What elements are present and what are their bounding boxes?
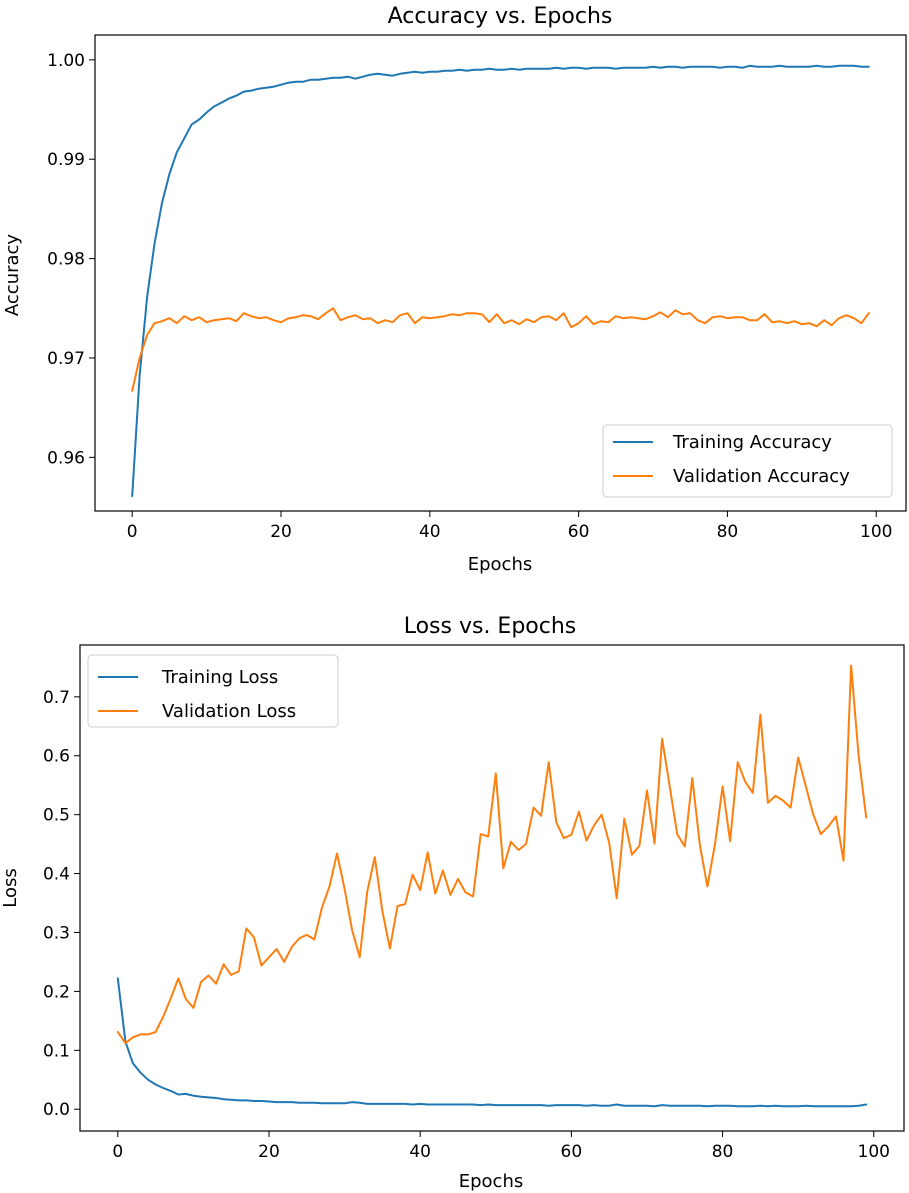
loss-x-tick-label: 60 <box>561 1142 583 1162</box>
loss-x-tick-label: 80 <box>712 1142 734 1162</box>
accuracy-x-tick-label: 80 <box>717 522 739 542</box>
loss-y-tick-label: 0.6 <box>43 747 70 767</box>
loss-chart: Loss vs. Epochs 0 20 40 60 80 100 0.0 0.1 0.2 0.3… <box>0 614 905 1192</box>
accuracy-chart-title: Accuracy vs. Epochs <box>388 4 613 29</box>
loss-legend-label-training: Training Loss <box>161 667 278 688</box>
accuracy-x-tick-label: 0 <box>127 522 138 542</box>
accuracy-legend: Training Accuracy Validation Accuracy <box>602 424 893 498</box>
loss-y-tick-label: 0.7 <box>43 688 70 708</box>
accuracy-series-line-training <box>131 64 870 498</box>
accuracy-y-tick-label: 0.97 <box>47 349 85 369</box>
loss-series-line-validation <box>116 664 868 1045</box>
loss-y-tick-label: 0.1 <box>43 1041 70 1061</box>
accuracy-y-tick-label: 0.98 <box>47 250 85 270</box>
accuracy-x-axis-label: Epochs <box>468 554 533 575</box>
loss-x-tick-label: 20 <box>258 1142 280 1162</box>
loss-legend: Training Loss Validation Loss <box>87 654 339 728</box>
loss-legend-box <box>87 654 339 728</box>
loss-ticks: 0 20 40 60 80 100 0.0 0.1 0.2 0.3 0.4 0.5 0.6 0.7 <box>43 688 890 1162</box>
accuracy-ticks: 0 20 40 60 80 100 0.96 0.97 0.98 0.99 1.00 <box>47 51 892 542</box>
accuracy-x-tick-label: 40 <box>419 522 441 542</box>
loss-series-layer <box>116 664 868 1108</box>
loss-y-tick-label: 0.3 <box>43 923 70 943</box>
accuracy-series-layer <box>131 64 870 498</box>
loss-y-axis-label: Loss <box>0 868 21 907</box>
accuracy-y-tick-label: 0.99 <box>47 150 85 170</box>
loss-y-tick-label: 0.0 <box>43 1100 70 1120</box>
loss-y-tick-label: 0.2 <box>43 982 70 1002</box>
loss-x-axis-label: Epochs <box>459 1171 524 1192</box>
loss-plot-frame <box>79 644 905 1132</box>
loss-series-line-training <box>116 977 868 1108</box>
accuracy-y-axis-label: Accuracy <box>2 234 23 317</box>
loss-x-tick-label: 40 <box>409 1142 431 1162</box>
loss-y-tick-label: 0.5 <box>43 806 70 826</box>
accuracy-x-tick-label: 20 <box>270 522 292 542</box>
loss-chart-title: Loss vs. Epochs <box>404 614 577 639</box>
accuracy-legend-label-training: Training Accuracy <box>672 432 832 453</box>
loss-y-tick-label: 0.4 <box>43 865 70 885</box>
loss-x-tick-label: 100 <box>858 1142 890 1162</box>
loss-legend-label-validation: Validation Loss <box>162 701 296 722</box>
accuracy-y-tick-label: 1.00 <box>47 51 85 71</box>
accuracy-legend-label-validation: Validation Accuracy <box>673 466 850 487</box>
accuracy-legend-box <box>602 424 893 498</box>
accuracy-y-tick-label: 0.96 <box>47 448 85 468</box>
accuracy-series-line-validation <box>131 307 870 392</box>
accuracy-x-tick-label: 60 <box>568 522 590 542</box>
accuracy-plot-frame <box>94 34 907 512</box>
accuracy-x-tick-label: 100 <box>860 522 892 542</box>
loss-x-tick-label: 0 <box>112 1142 123 1162</box>
accuracy-chart: Accuracy vs. Epochs 0 20 40 60 80 100 0.96 0.97… <box>2 4 907 575</box>
